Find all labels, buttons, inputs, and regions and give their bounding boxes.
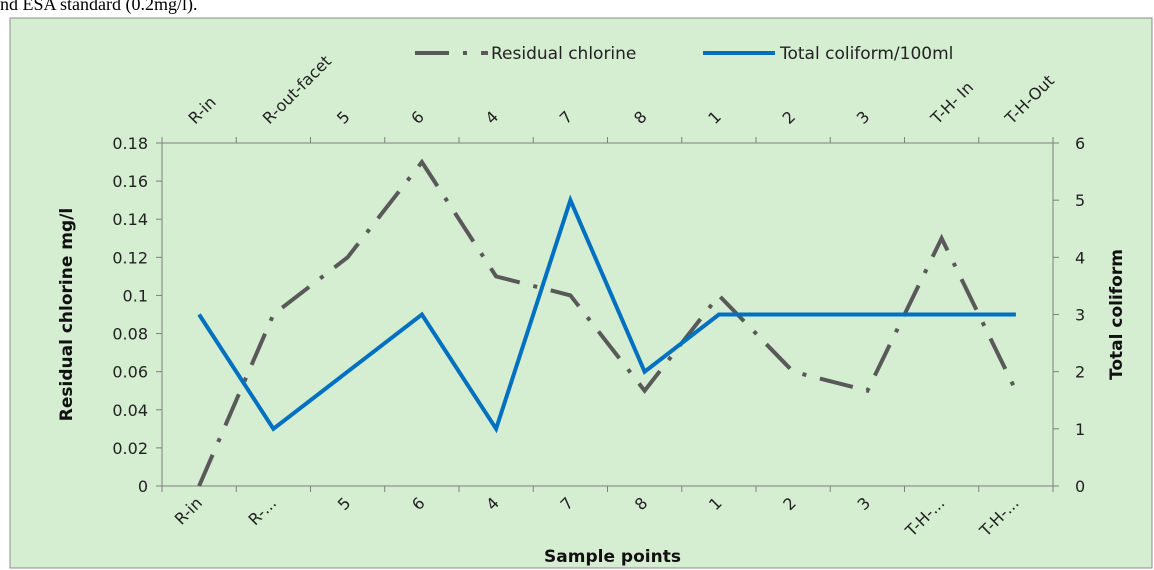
series-total-coliform-line [197,194,1016,434]
y-left-tick-label: 0.12 [112,248,148,267]
legend-label-residual-chlorine: Residual chlorine [491,44,636,64]
axes [156,137,1059,492]
y-left-tick-label: 0.18 [112,134,148,153]
y-right-tick-label: 3 [1075,306,1085,325]
y-left-tick-label: 0.16 [112,172,148,191]
series-residual-chlorine-line [197,158,1018,487]
plot-background [9,17,1153,569]
y-left-tick-label: 0.1 [123,286,148,305]
y-right-tick-label: 4 [1075,248,1085,267]
y-right-tick-label: 1 [1075,420,1085,439]
y-axis-left-title: Residual chlorine mg/l [57,208,77,421]
legend: Residual chlorine Total coliform/100ml [415,44,953,64]
legend-label-total-coliform: Total coliform/100ml [779,44,953,64]
y-left-tick-label: 0 [138,477,148,496]
y-left-tick-label: 0.08 [112,325,148,344]
y-right-tick-label: 5 [1075,191,1085,210]
y-left-tick-label: 0.06 [112,363,148,382]
series-layer [197,158,1018,487]
y-right-tick-label: 2 [1075,363,1085,382]
y-left-tick-label: 0.14 [112,210,148,229]
y-axis-right-title: Total coliform [1107,249,1127,380]
y-right-tick-label: 0 [1075,477,1085,496]
caption-fragment: nd ESA standard (0.2mg/l). [0,0,198,14]
y-right-tick-label: 6 [1075,134,1085,153]
x-axis-title: Sample points [544,547,681,567]
y-left-tick-label: 0.04 [112,401,148,420]
y-left-tick-label: 0.02 [112,439,148,458]
